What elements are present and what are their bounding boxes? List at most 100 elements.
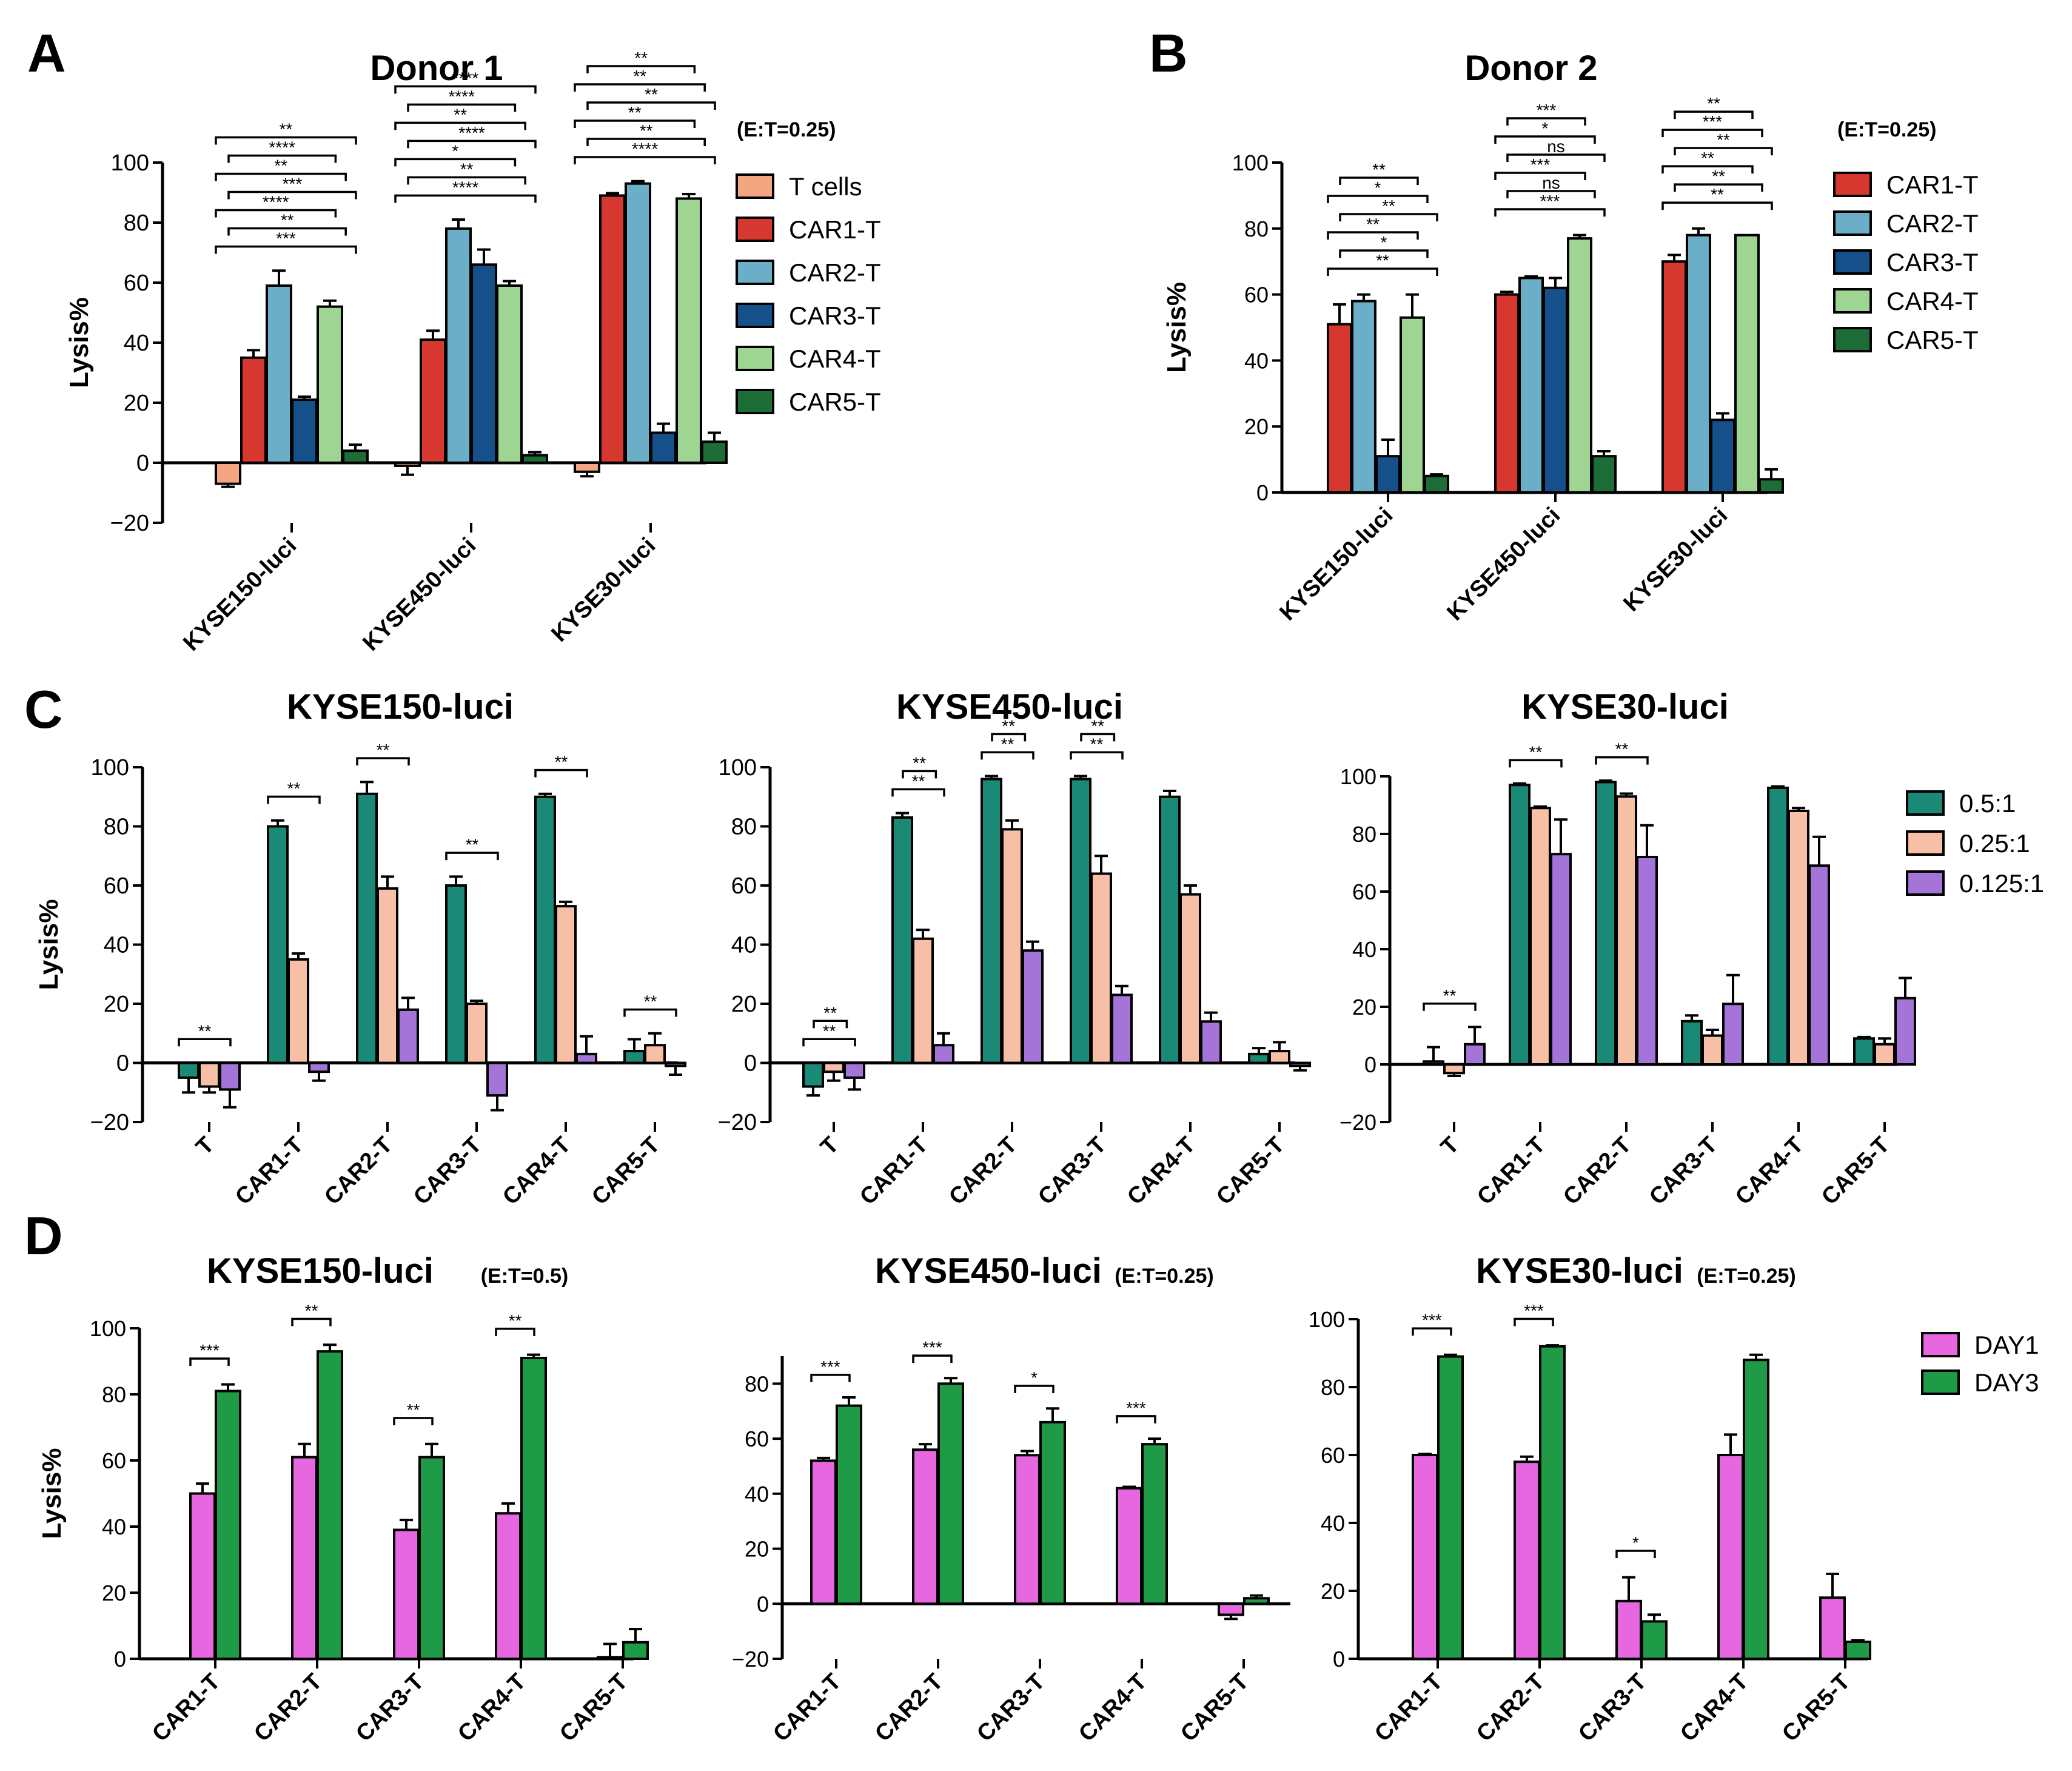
significance-bracket	[810, 1374, 851, 1382]
bar-0-125-1-CAR2-T	[397, 1008, 419, 1064]
x-tick-label: KYSE30-luci	[1618, 503, 1732, 617]
significance-bracket	[1615, 1550, 1656, 1558]
significance-bracket	[1595, 756, 1649, 765]
y-tick-label: 40	[102, 1514, 126, 1539]
y-tick-label: −20	[718, 1110, 757, 1135]
significance-bracket	[813, 1020, 848, 1029]
bar-DAY3-CAR2-T	[317, 1350, 343, 1660]
significance-label: **	[281, 211, 294, 230]
y-tick-label: 80	[1321, 1375, 1345, 1400]
bar-0-25-1-CAR5-T	[1874, 1043, 1896, 1066]
significance-bracket	[891, 788, 945, 797]
bar-0-5-1-CAR3-T	[1681, 1020, 1703, 1066]
significance-label: **	[1002, 716, 1015, 735]
bar-CAR4-T-KYSE450-luci	[496, 284, 523, 464]
significance-bracket	[1506, 117, 1586, 126]
significance-bracket	[227, 227, 347, 236]
significance-label: **	[466, 835, 479, 854]
significance-bracket	[586, 65, 696, 73]
y-axis-label: Lysis%	[64, 297, 94, 388]
y-tick-label: 60	[104, 873, 129, 899]
significance-bracket	[1339, 249, 1429, 258]
x-tick-label: CAR2-T	[1558, 1132, 1636, 1210]
bar-0-125-1-T	[219, 1061, 241, 1091]
legend-label: 0.125:1	[1959, 869, 2044, 898]
significance-label: ****	[263, 193, 289, 212]
chart-title: KYSE450-luci	[896, 687, 1123, 727]
x-tick-label: CAR2-T	[1472, 1669, 1549, 1747]
bar-CAR1-T-KYSE450-luci	[420, 338, 446, 464]
significance-label: **	[1712, 167, 1725, 186]
x-tick-label: CAR1-T	[147, 1669, 225, 1747]
bar-DAY1-CAR5-T	[1819, 1596, 1846, 1660]
significance-bracket	[1116, 1415, 1156, 1423]
chart-panel-D2: KYSE450-luci (E:T=0.25) −20 0 20 40 60 80 CAR1-T…	[732, 1251, 1290, 1747]
bar-CAR5-T-KYSE30-luci	[1759, 478, 1784, 494]
significance-bracket	[394, 121, 526, 130]
y-tick-label: 80	[102, 1382, 126, 1407]
significance-label: ****	[269, 138, 295, 157]
y-tick-label: 100	[1309, 1307, 1345, 1332]
y-tick-label: 40	[104, 933, 129, 958]
legend-label: CAR2-T	[1886, 209, 1979, 238]
bar-DAY1-CAR4-T	[495, 1512, 521, 1660]
significance-bracket	[1327, 231, 1419, 240]
significance-bracket	[356, 757, 410, 766]
y-tick-label: 100	[719, 755, 757, 781]
chart-panel-C2: KYSE450-luci −20 0 20 40 60 80 100 T CAR1-T CAR2-T…	[718, 687, 1311, 1210]
bar-DAY1-CAR2-T	[1514, 1460, 1540, 1660]
significance-label: **	[1707, 94, 1720, 113]
significance-bracket	[586, 101, 716, 110]
bar-0-125-1-CAR2-T	[1022, 949, 1044, 1064]
y-tick-label: 40	[1321, 1511, 1345, 1536]
significance-label: ***	[276, 229, 296, 248]
bar-CAR5-T-KYSE450-luci	[1591, 455, 1617, 494]
significance-bracket	[902, 770, 937, 779]
significance-bracket	[534, 768, 588, 778]
legend-swatch	[1906, 830, 1945, 856]
bar-DAY1-CAR2-T	[291, 1456, 318, 1661]
significance-label: **	[198, 1021, 212, 1040]
y-tick-label: 60	[1352, 879, 1376, 904]
x-tick-label: CAR3-T	[409, 1132, 486, 1210]
bar-T-cells-KYSE150-luci	[215, 462, 241, 485]
x-tick-label: CAR4-T	[1731, 1132, 1808, 1210]
bar-0-125-1-CAR2-T	[1636, 856, 1658, 1066]
bar-CAR3-T-KYSE150-luci	[1375, 455, 1401, 494]
significance-label: **	[1382, 197, 1395, 215]
significance-label: ****	[458, 123, 485, 142]
significance-label: *	[1632, 1533, 1639, 1552]
significance-label: ***	[1703, 112, 1723, 131]
y-tick-label: 20	[745, 1537, 769, 1562]
significance-label: *	[1031, 1368, 1038, 1387]
significance-bracket	[1506, 190, 1596, 199]
y-tick-label: 20	[1321, 1579, 1345, 1604]
significance-bracket	[586, 138, 706, 146]
bar-0-25-1-CAR2-T	[1615, 795, 1637, 1066]
panel-letter: D	[24, 1206, 63, 1266]
y-tick-label: 20	[1352, 995, 1376, 1020]
bar-0-5-1-CAR3-T	[445, 884, 467, 1064]
significance-bracket	[394, 85, 537, 94]
significance-label: **	[454, 105, 467, 124]
bar-DAY1-CAR3-T	[393, 1528, 420, 1660]
significance-label: ****	[632, 139, 659, 158]
bar-DAY3-CAR4-T	[520, 1357, 547, 1661]
bar-0-25-1-CAR3-T	[1090, 872, 1112, 1064]
chart-note: (E:T=0.25)	[737, 118, 836, 141]
significance-bracket	[574, 156, 716, 164]
x-tick-label: CAR1-T	[230, 1132, 308, 1210]
x-tick-label: CAR5-T	[1777, 1669, 1855, 1747]
y-tick-label: 40	[1352, 937, 1376, 962]
bar-0-125-1-CAR5-T	[1894, 996, 1916, 1066]
significance-bracket	[981, 751, 1034, 760]
significance-bracket	[1661, 201, 1773, 210]
y-tick-label: 100	[91, 755, 129, 781]
y-tick-label: 100	[1340, 764, 1376, 789]
significance-label: ***	[922, 1338, 942, 1357]
significance-label: **	[1091, 716, 1104, 735]
y-tick-label: 0	[1364, 1052, 1376, 1077]
chart-title: Donor 2	[1464, 49, 1597, 88]
bar-CAR5-T-KYSE150-luci	[342, 449, 369, 465]
